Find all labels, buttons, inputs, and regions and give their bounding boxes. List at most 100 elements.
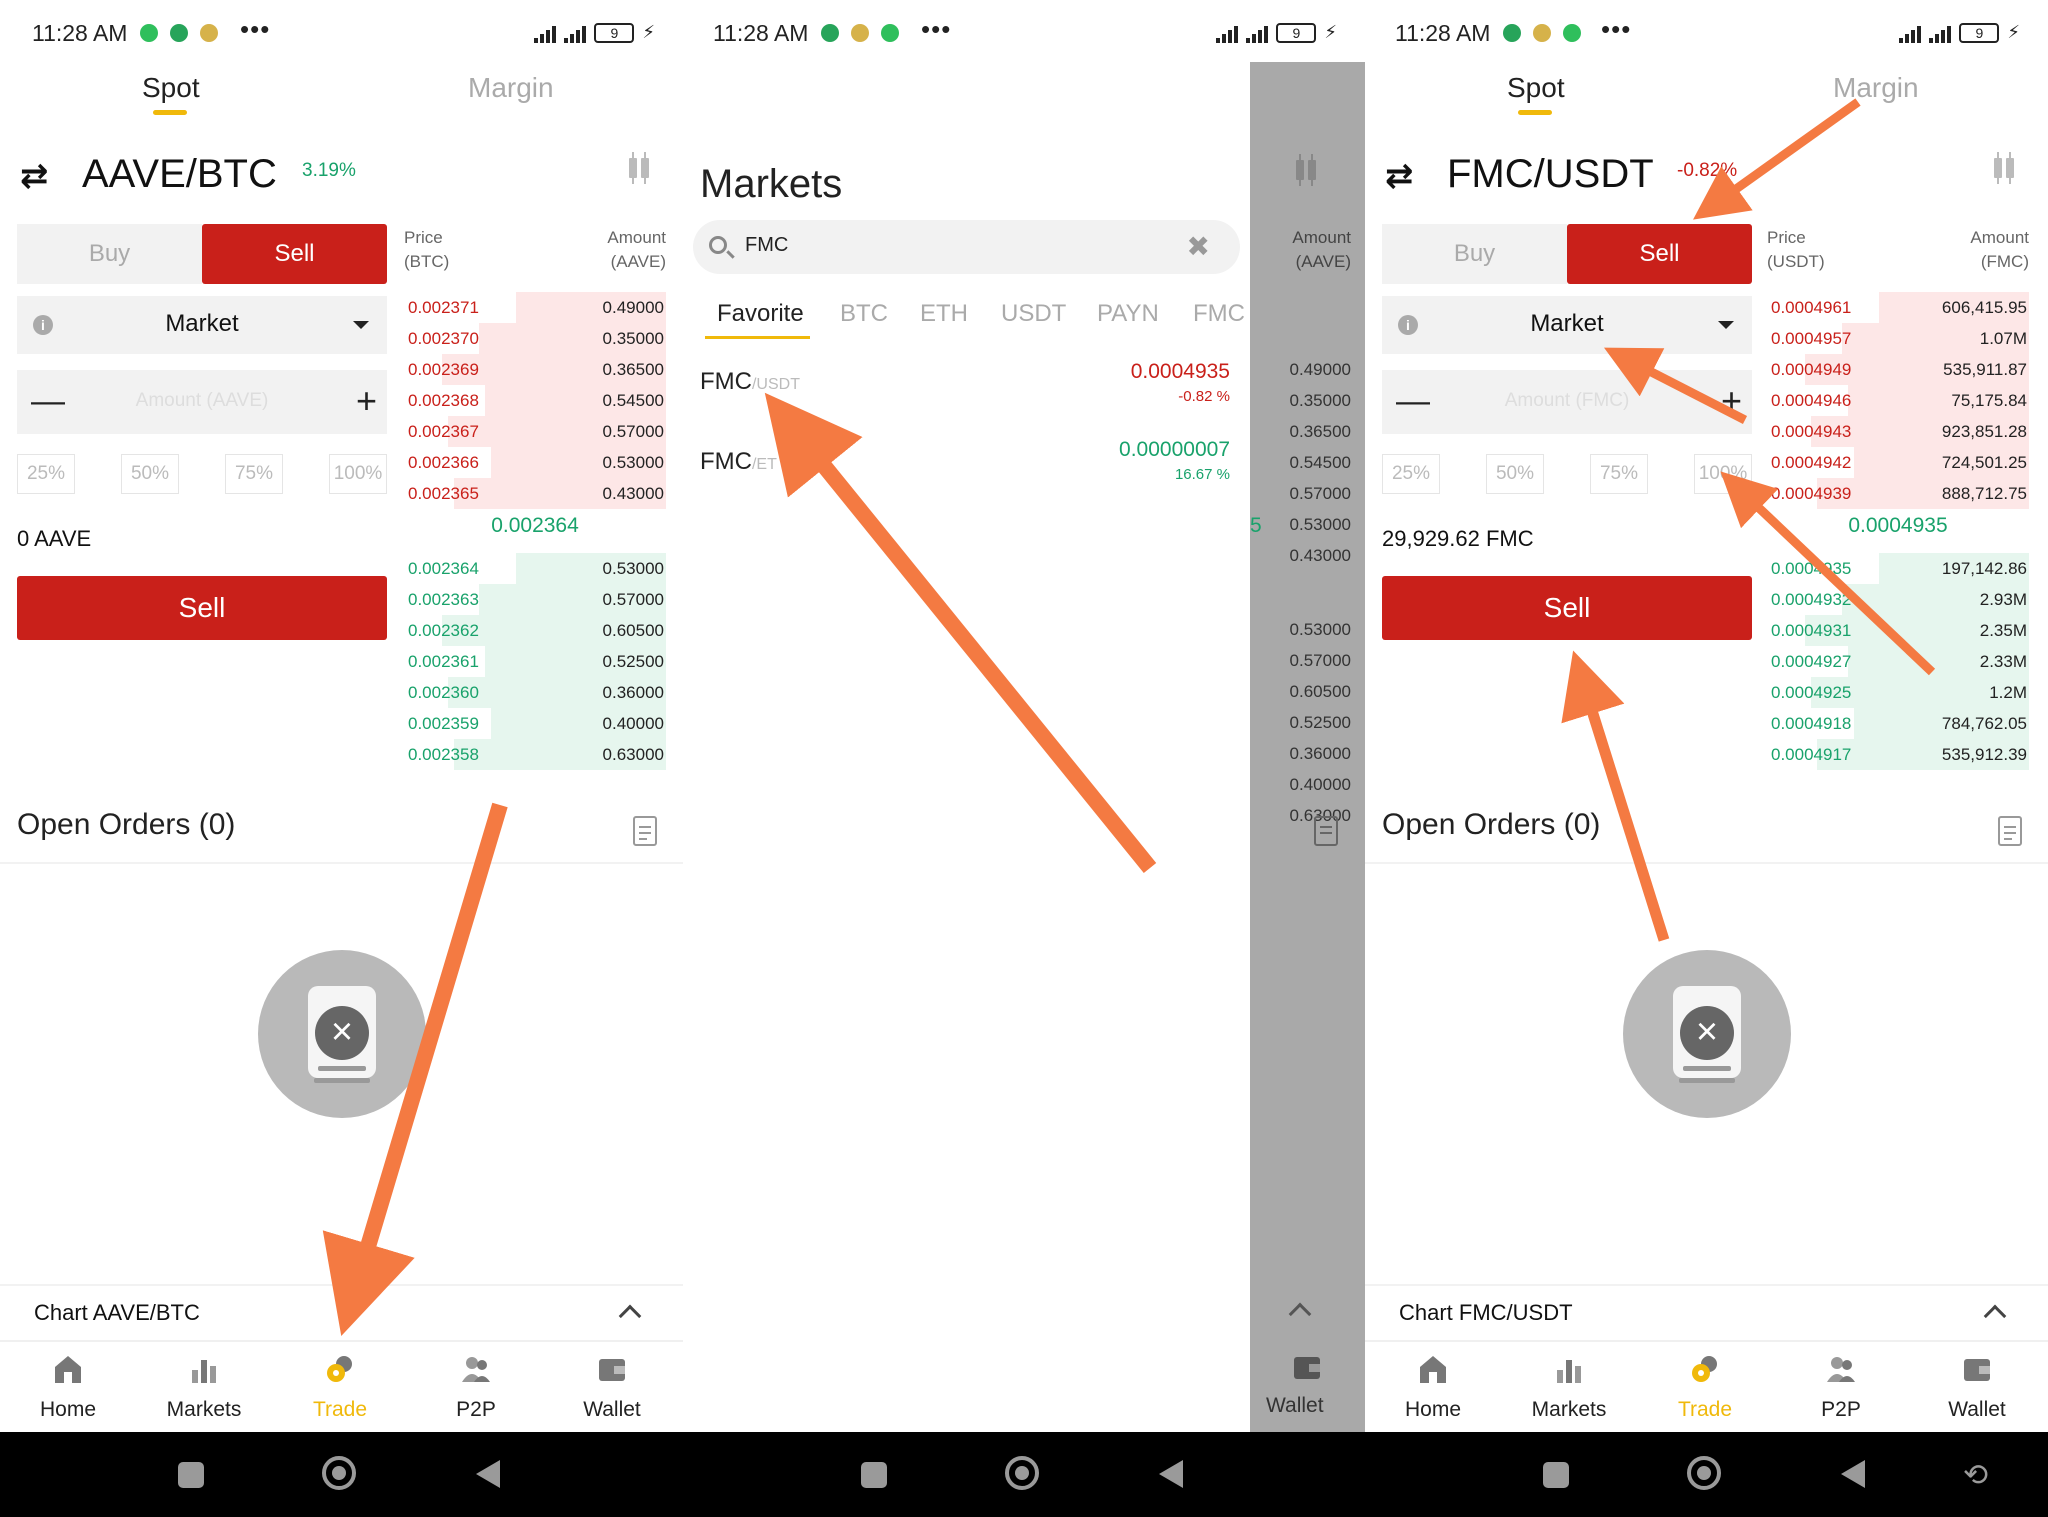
clear-search-icon[interactable]: ✖ (1186, 231, 1210, 262)
orderbook-bid-row[interactable]: 0.0004925 1.2M (1767, 677, 2029, 708)
decrease-amount-button[interactable]: — (31, 382, 65, 420)
orderbook-bid-row[interactable]: 0.002363 0.57000 (404, 584, 666, 615)
orderbook-bid-row[interactable]: 0.002362 0.60500 (404, 615, 666, 646)
orderbook-ask-row[interactable]: 0.002367 0.57000 (404, 416, 666, 447)
recent-apps-button[interactable] (178, 1462, 204, 1488)
tab-eth[interactable]: ETH (920, 300, 968, 327)
orderbook-bid-row[interactable]: 0.002361 0.52500 (404, 646, 666, 677)
order-type-select[interactable]: i Market (17, 296, 387, 354)
sell-submit-button[interactable]: Sell (17, 576, 387, 640)
orderbook-ask-row[interactable]: 0.0004943 923,851.28 (1767, 416, 2029, 447)
tab-margin[interactable]: Margin (468, 72, 554, 103)
nav-home[interactable]: Home (1365, 1342, 1501, 1434)
chevron-up-icon[interactable] (1983, 1304, 2007, 1328)
order-history-icon[interactable] (633, 816, 657, 846)
tab-fmc[interactable]: FMC (1193, 300, 1245, 327)
nav-trade[interactable]: Trade (272, 1342, 408, 1434)
home-button[interactable] (1687, 1456, 1721, 1490)
info-icon[interactable]: i (1398, 315, 1418, 335)
increase-amount-button[interactable]: + (355, 380, 377, 421)
pair-name[interactable]: AAVE/BTC (82, 152, 277, 196)
home-button[interactable] (322, 1456, 356, 1490)
orderbook-ask-row[interactable]: 0.0004946 75,175.84 (1767, 385, 2029, 416)
nav-p2p[interactable]: P2P (1773, 1342, 1909, 1434)
orderbook-bid-row[interactable]: 0.0004931 2.35M (1767, 615, 2029, 646)
amount-input[interactable]: Amount (FMC) (1504, 390, 1630, 411)
swap-pair-icon[interactable]: ⇄ (1385, 157, 1414, 195)
amount-input[interactable]: Amount (AAVE) (135, 390, 269, 411)
dimmed-background[interactable]: Amount (AAVE) 0.49000 0.35000 0.36500 0.5450… (1250, 62, 1365, 1432)
orderbook-bid-row[interactable]: 0.0004917 535,912.39 (1767, 739, 2029, 770)
back-button[interactable] (1159, 1460, 1183, 1488)
recent-apps-button[interactable] (1543, 1462, 1569, 1488)
tab-payn[interactable]: PAYN (1097, 300, 1159, 327)
nav-wallet[interactable]: Wallet (1909, 1342, 2045, 1434)
candlestick-chart-icon[interactable] (1992, 152, 2016, 184)
tab-spot[interactable]: Spot (142, 72, 200, 103)
orderbook-ask-row[interactable]: 0.002369 0.36500 (404, 354, 666, 385)
pct-25-button[interactable]: 25% (1382, 454, 1440, 494)
orderbook-ask-row[interactable]: 0.002370 0.35000 (404, 323, 666, 354)
info-icon[interactable]: i (33, 315, 53, 335)
orderbook-ask-row[interactable]: 0.0004942 724,501.25 (1767, 447, 2029, 478)
order-history-icon[interactable] (1998, 816, 2022, 846)
rotate-screen-icon[interactable]: ⟲ (1963, 1459, 1989, 1492)
pct-50-button[interactable]: 50% (121, 454, 179, 494)
tab-favorite[interactable]: Favorite (717, 300, 804, 327)
nav-trade[interactable]: Trade (1637, 1342, 1773, 1434)
amount-column-header: Amount (1292, 228, 1351, 247)
sell-tab[interactable]: Sell (1567, 224, 1752, 284)
nav-markets[interactable]: Markets (1501, 1342, 1637, 1434)
back-button[interactable] (476, 1460, 500, 1488)
chart-toggle-bar[interactable]: Chart AAVE/BTC (0, 1284, 683, 1340)
orderbook-ask-row[interactable]: 0.0004961 606,415.95 (1767, 292, 2029, 323)
pair-name[interactable]: FMC/USDT (1447, 152, 1654, 196)
orderbook-ask-row[interactable]: 0.002366 0.53000 (404, 447, 666, 478)
home-button[interactable] (1005, 1456, 1039, 1490)
pct-100-button[interactable]: 100% (329, 454, 387, 494)
chart-toggle-bar[interactable]: Chart FMC/USDT (1365, 1284, 2048, 1340)
price-column-unit: (USDT) (1767, 252, 1825, 271)
order-type-select[interactable]: i Market (1382, 296, 1752, 354)
nav-markets[interactable]: Markets (136, 1342, 272, 1434)
orderbook-bid-row[interactable]: 0.0004932 2.93M (1767, 584, 2029, 615)
pct-100-button[interactable]: 100% (1694, 454, 1752, 494)
pct-50-button[interactable]: 50% (1486, 454, 1544, 494)
orderbook-bid-row[interactable]: 0.002358 0.63000 (404, 739, 666, 770)
swap-pair-icon[interactable]: ⇄ (20, 157, 49, 195)
pct-75-button[interactable]: 75% (1590, 454, 1648, 494)
decrease-amount-button[interactable]: — (1396, 382, 1430, 420)
back-button[interactable] (1841, 1460, 1865, 1488)
orderbook-bid-row[interactable]: 0.0004918 784,762.05 (1767, 708, 2029, 739)
buy-tab[interactable]: Buy (1382, 224, 1567, 284)
tab-spot[interactable]: Spot (1507, 72, 1565, 103)
tab-margin[interactable]: Margin (1833, 72, 1919, 103)
sell-tab[interactable]: Sell (202, 224, 387, 284)
orderbook-bid-row[interactable]: 0.0004935 197,142.86 (1767, 553, 2029, 584)
increase-amount-button[interactable]: + (1720, 380, 1742, 421)
pct-75-button[interactable]: 75% (225, 454, 283, 494)
recent-apps-button[interactable] (861, 1462, 887, 1488)
orderbook-bid-row[interactable]: 0.002364 0.53000 (404, 553, 666, 584)
tab-usdt[interactable]: USDT (1001, 300, 1067, 327)
tab-btc[interactable]: BTC (840, 300, 888, 327)
sell-submit-button[interactable]: Sell (1382, 576, 1752, 640)
orderbook-ask-row[interactable]: 0.0004949 535,911.87 (1767, 354, 2029, 385)
orderbook-ask-row[interactable]: 0.0004939 888,712.75 (1767, 478, 2029, 509)
orderbook-ask-row[interactable]: 0.002371 0.49000 (404, 292, 666, 323)
chevron-up-icon[interactable] (618, 1304, 642, 1328)
pct-25-button[interactable]: 25% (17, 454, 75, 494)
nav-home[interactable]: Home (0, 1342, 136, 1434)
candlestick-chart-icon[interactable] (627, 152, 651, 184)
orderbook-bid-row[interactable]: 0.002360 0.36000 (404, 677, 666, 708)
spot-margin-tabs: Spot Margin (0, 66, 683, 126)
nav-p2p[interactable]: P2P (408, 1342, 544, 1434)
nav-wallet[interactable]: Wallet (544, 1342, 680, 1434)
orderbook-ask-row[interactable]: 0.0004957 1.07M (1767, 323, 2029, 354)
orderbook-bid-row[interactable]: 0.002359 0.40000 (404, 708, 666, 739)
search-input[interactable]: FMC ✖ (693, 220, 1240, 274)
orderbook-ask-row[interactable]: 0.002365 0.43000 (404, 478, 666, 509)
orderbook-ask-row[interactable]: 0.002368 0.54500 (404, 385, 666, 416)
buy-tab[interactable]: Buy (17, 224, 202, 284)
orderbook-bid-row[interactable]: 0.0004927 2.33M (1767, 646, 2029, 677)
